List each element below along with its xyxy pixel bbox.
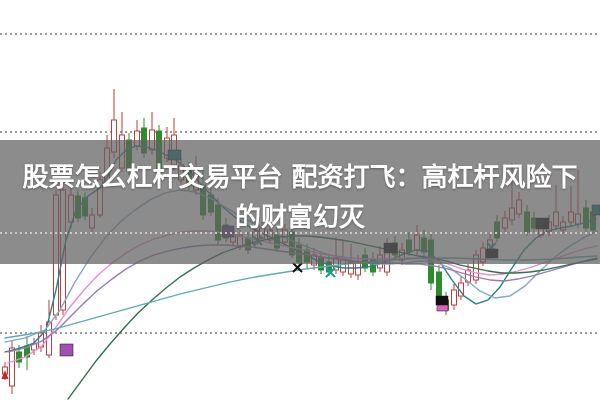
x-marker xyxy=(292,262,303,273)
gridline-on-band xyxy=(0,232,600,234)
headline-overlay-band xyxy=(0,140,600,264)
trade-marker xyxy=(59,343,74,357)
gridline xyxy=(0,33,600,35)
headline-line-1: 股票怎么杠杆交易平台 配资打飞：高杠杆风险下 xyxy=(22,163,578,193)
trade-marker xyxy=(435,295,449,306)
ma-slow-cyan xyxy=(4,255,598,339)
x-marker xyxy=(325,267,336,278)
headline-line-2: 的财富幻灭 xyxy=(234,203,365,233)
gridline xyxy=(0,332,600,334)
arrow-up-marker xyxy=(1,370,9,379)
trade-marker xyxy=(436,304,449,312)
gridline xyxy=(0,131,600,133)
